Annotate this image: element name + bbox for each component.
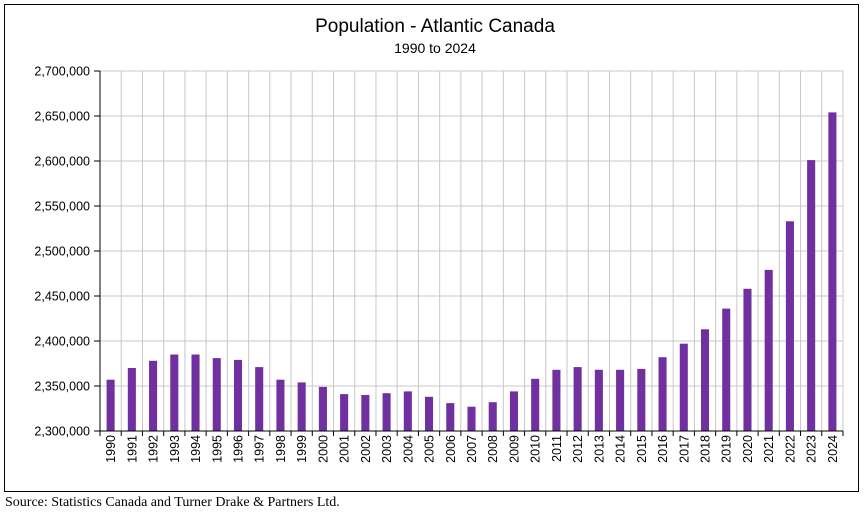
bar-2005 (425, 396, 434, 431)
bar-2013 (594, 369, 603, 431)
x-tick-label: 2006 (444, 435, 458, 463)
chart-title: Population - Atlantic Canada (315, 16, 555, 37)
bar-2017 (679, 343, 688, 431)
y-axis-ticks: 2,300,000 2,350,000 2,400,000 2,450,000 2,50… (34, 65, 100, 439)
y-tick-label: 2,450,000 (34, 290, 90, 304)
x-tick-label: 1993 (168, 435, 182, 463)
bar-2015 (637, 368, 646, 431)
y-tick-label: 2,400,000 (34, 335, 90, 349)
x-tick-label: 2024 (826, 435, 840, 463)
x-tick-label: 2023 (805, 435, 819, 463)
bar-2007 (467, 406, 476, 431)
y-tick-label: 2,300,000 (34, 425, 90, 439)
bar-1991 (127, 368, 136, 431)
bar-2004 (403, 391, 412, 431)
x-tick-label: 1999 (295, 435, 309, 463)
bar-2010 (531, 378, 540, 431)
x-tick-label: 2021 (762, 435, 776, 463)
bar-2022 (785, 221, 794, 431)
bar-1993 (170, 354, 179, 431)
bar-2008 (488, 402, 497, 431)
bar-1990 (106, 379, 115, 431)
x-tick-label: 2008 (486, 435, 500, 463)
bar-1992 (149, 360, 158, 431)
bar-2006 (446, 403, 455, 431)
x-tick-label: 1995 (210, 435, 224, 463)
x-tick-label: 2022 (783, 435, 797, 463)
bar-2020 (743, 288, 752, 431)
x-tick-label: 2013 (592, 435, 606, 463)
y-tick-label: 2,600,000 (34, 155, 90, 169)
y-tick-label: 2,700,000 (34, 65, 90, 79)
x-tick-label: 2015 (635, 435, 649, 463)
bar-2018 (700, 329, 710, 431)
y-tick-label: 2,350,000 (34, 380, 90, 394)
x-tick-label: 2007 (465, 435, 479, 463)
x-tick-label: 1990 (104, 435, 118, 463)
x-tick-label: 2014 (614, 435, 628, 463)
gridlines (100, 70, 844, 431)
y-tick-label: 2,650,000 (34, 110, 90, 124)
bar-1995 (212, 358, 221, 431)
bar-2016 (658, 357, 667, 431)
x-tick-label: 2018 (699, 435, 713, 463)
source-note: Source: Statistics Canada and Turner Dra… (5, 495, 340, 510)
bar-2009 (509, 391, 518, 431)
x-tick-label: 1994 (189, 435, 203, 463)
x-tick-label: 2000 (316, 435, 330, 463)
bar-2002 (361, 395, 370, 431)
bar-1996 (233, 359, 243, 431)
x-tick-label: 2011 (550, 435, 564, 462)
bar-2024 (828, 112, 837, 432)
bar-2011 (552, 369, 561, 431)
x-tick-label: 2010 (529, 435, 543, 463)
x-tick-label: 2012 (571, 435, 585, 463)
x-tick-label: 2017 (677, 435, 691, 463)
x-tick-label: 1997 (253, 435, 267, 463)
x-tick-label: 2016 (656, 435, 670, 463)
bar-2019 (722, 308, 731, 431)
x-tick-label: 1998 (274, 435, 288, 463)
bar-1997 (255, 367, 264, 431)
x-tick-label: 2002 (359, 435, 373, 463)
bar-1994 (191, 354, 200, 431)
bar-2021 (764, 269, 773, 431)
x-tick-label: 2003 (380, 435, 394, 463)
x-tick-label: 2020 (741, 435, 755, 463)
x-tick-label: 1996 (231, 435, 245, 463)
x-tick-label: 2001 (338, 435, 352, 463)
bars (106, 112, 837, 432)
x-tick-label: 2009 (507, 435, 521, 463)
x-tick-label: 2004 (401, 435, 415, 463)
bar-2023 (807, 160, 816, 431)
x-axis-ticks: 1990 1991 1992 1993 1994 1995 1996 1997 1998 1999… (99, 431, 844, 463)
bar-2000 (318, 386, 327, 431)
x-tick-label: 2019 (720, 435, 734, 463)
y-tick-label: 2,550,000 (34, 200, 90, 214)
bar-2012 (573, 367, 582, 431)
x-tick-label: 1992 (147, 435, 161, 463)
y-tick-label: 2,500,000 (34, 245, 90, 259)
x-tick-label: 2005 (423, 435, 437, 463)
bar-2014 (616, 369, 625, 431)
chart-subtitle: 1990 to 2024 (394, 40, 476, 56)
bar-2003 (382, 393, 391, 431)
bar-1998 (276, 379, 285, 431)
x-tick-label: 1991 (125, 435, 139, 463)
bar-2001 (340, 394, 349, 431)
bar-1999 (297, 382, 306, 431)
